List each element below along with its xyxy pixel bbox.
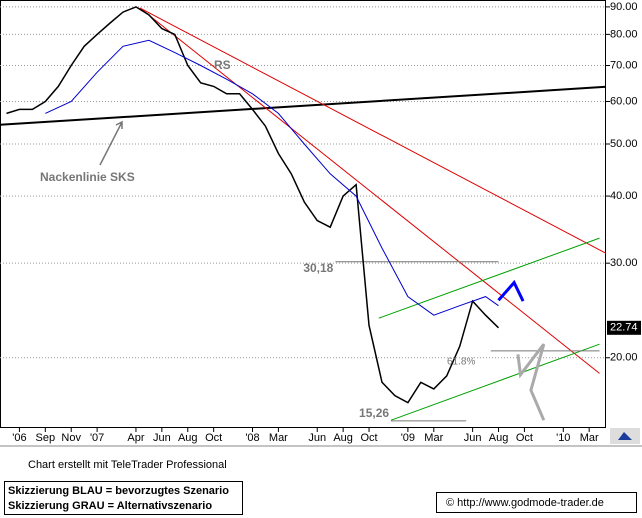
x-tick-label: Apr — [127, 432, 144, 444]
plot-frame — [0, 0, 606, 428]
x-tick-label: '08 — [245, 432, 259, 444]
y-tick-label: 40.00 — [610, 190, 638, 202]
x-tick-label: Oct — [516, 432, 533, 444]
x-tick-label: Mar — [269, 432, 288, 444]
blue-note: Skizzierung BLAU = bevorzugtes Szenario — [8, 485, 229, 497]
x-tick-label: Mar — [580, 432, 599, 444]
url: © http://www.godmode-trader.de — [446, 497, 604, 509]
annotation: Nackenlinie SKS — [40, 170, 135, 184]
url-box — [436, 492, 637, 513]
gray-note: Skizzierung GRAU = Alternativszenario — [8, 500, 212, 512]
trend-line — [378, 237, 600, 319]
icon — [618, 432, 632, 440]
x-tick-label: Jun — [464, 432, 482, 444]
x-tick-label: Mar — [424, 432, 443, 444]
trend-line — [390, 343, 600, 421]
y-tick-label: 30.00 — [610, 257, 638, 269]
x-tick-label: Aug — [489, 432, 509, 444]
price-tag — [607, 320, 641, 335]
annotation-arrow — [99, 120, 123, 166]
price-line — [45, 39, 499, 316]
legend-box — [4, 481, 243, 515]
x-tick-label: Aug — [333, 432, 353, 444]
y-tick-label: 60.00 — [610, 95, 638, 107]
level-label: 15,26 — [359, 406, 389, 420]
x-tick-label: Nov — [61, 432, 81, 444]
x-tick-label: '06 — [12, 432, 26, 444]
trend-line — [139, 7, 600, 374]
y-tick-label: 90.00 — [610, 1, 638, 13]
level-label: 30,18 — [303, 261, 333, 275]
annotation: 61.8% — [447, 357, 475, 368]
x-tick-label: Jun — [308, 432, 326, 444]
y-tick-label: 80.00 — [610, 28, 638, 40]
x-tick-label: Jun — [153, 432, 171, 444]
x-tick-label: Oct — [205, 432, 222, 444]
price-line — [6, 6, 500, 404]
trend-line — [139, 7, 607, 254]
x-tick-label: Aug — [178, 432, 198, 444]
scenario — [497, 279, 525, 302]
trend-line — [0, 85, 607, 126]
price-tag-label: 22.74 — [610, 322, 638, 334]
x-tick-label: Oct — [360, 432, 377, 444]
x-tick-label: Sep — [36, 432, 56, 444]
x-tick-label: '09 — [401, 432, 415, 444]
credit: Chart erstellt mit TeleTrader Profession… — [28, 459, 227, 471]
y-tick-label: 70.00 — [610, 59, 638, 71]
y-tick-label: 20.00 — [610, 352, 638, 364]
annotation: RS — [214, 58, 231, 72]
x-tick-label: '07 — [90, 432, 104, 444]
x-tick-label: '10 — [556, 432, 570, 444]
y-tick-label: 50.00 — [610, 138, 638, 150]
scenario — [516, 343, 546, 421]
